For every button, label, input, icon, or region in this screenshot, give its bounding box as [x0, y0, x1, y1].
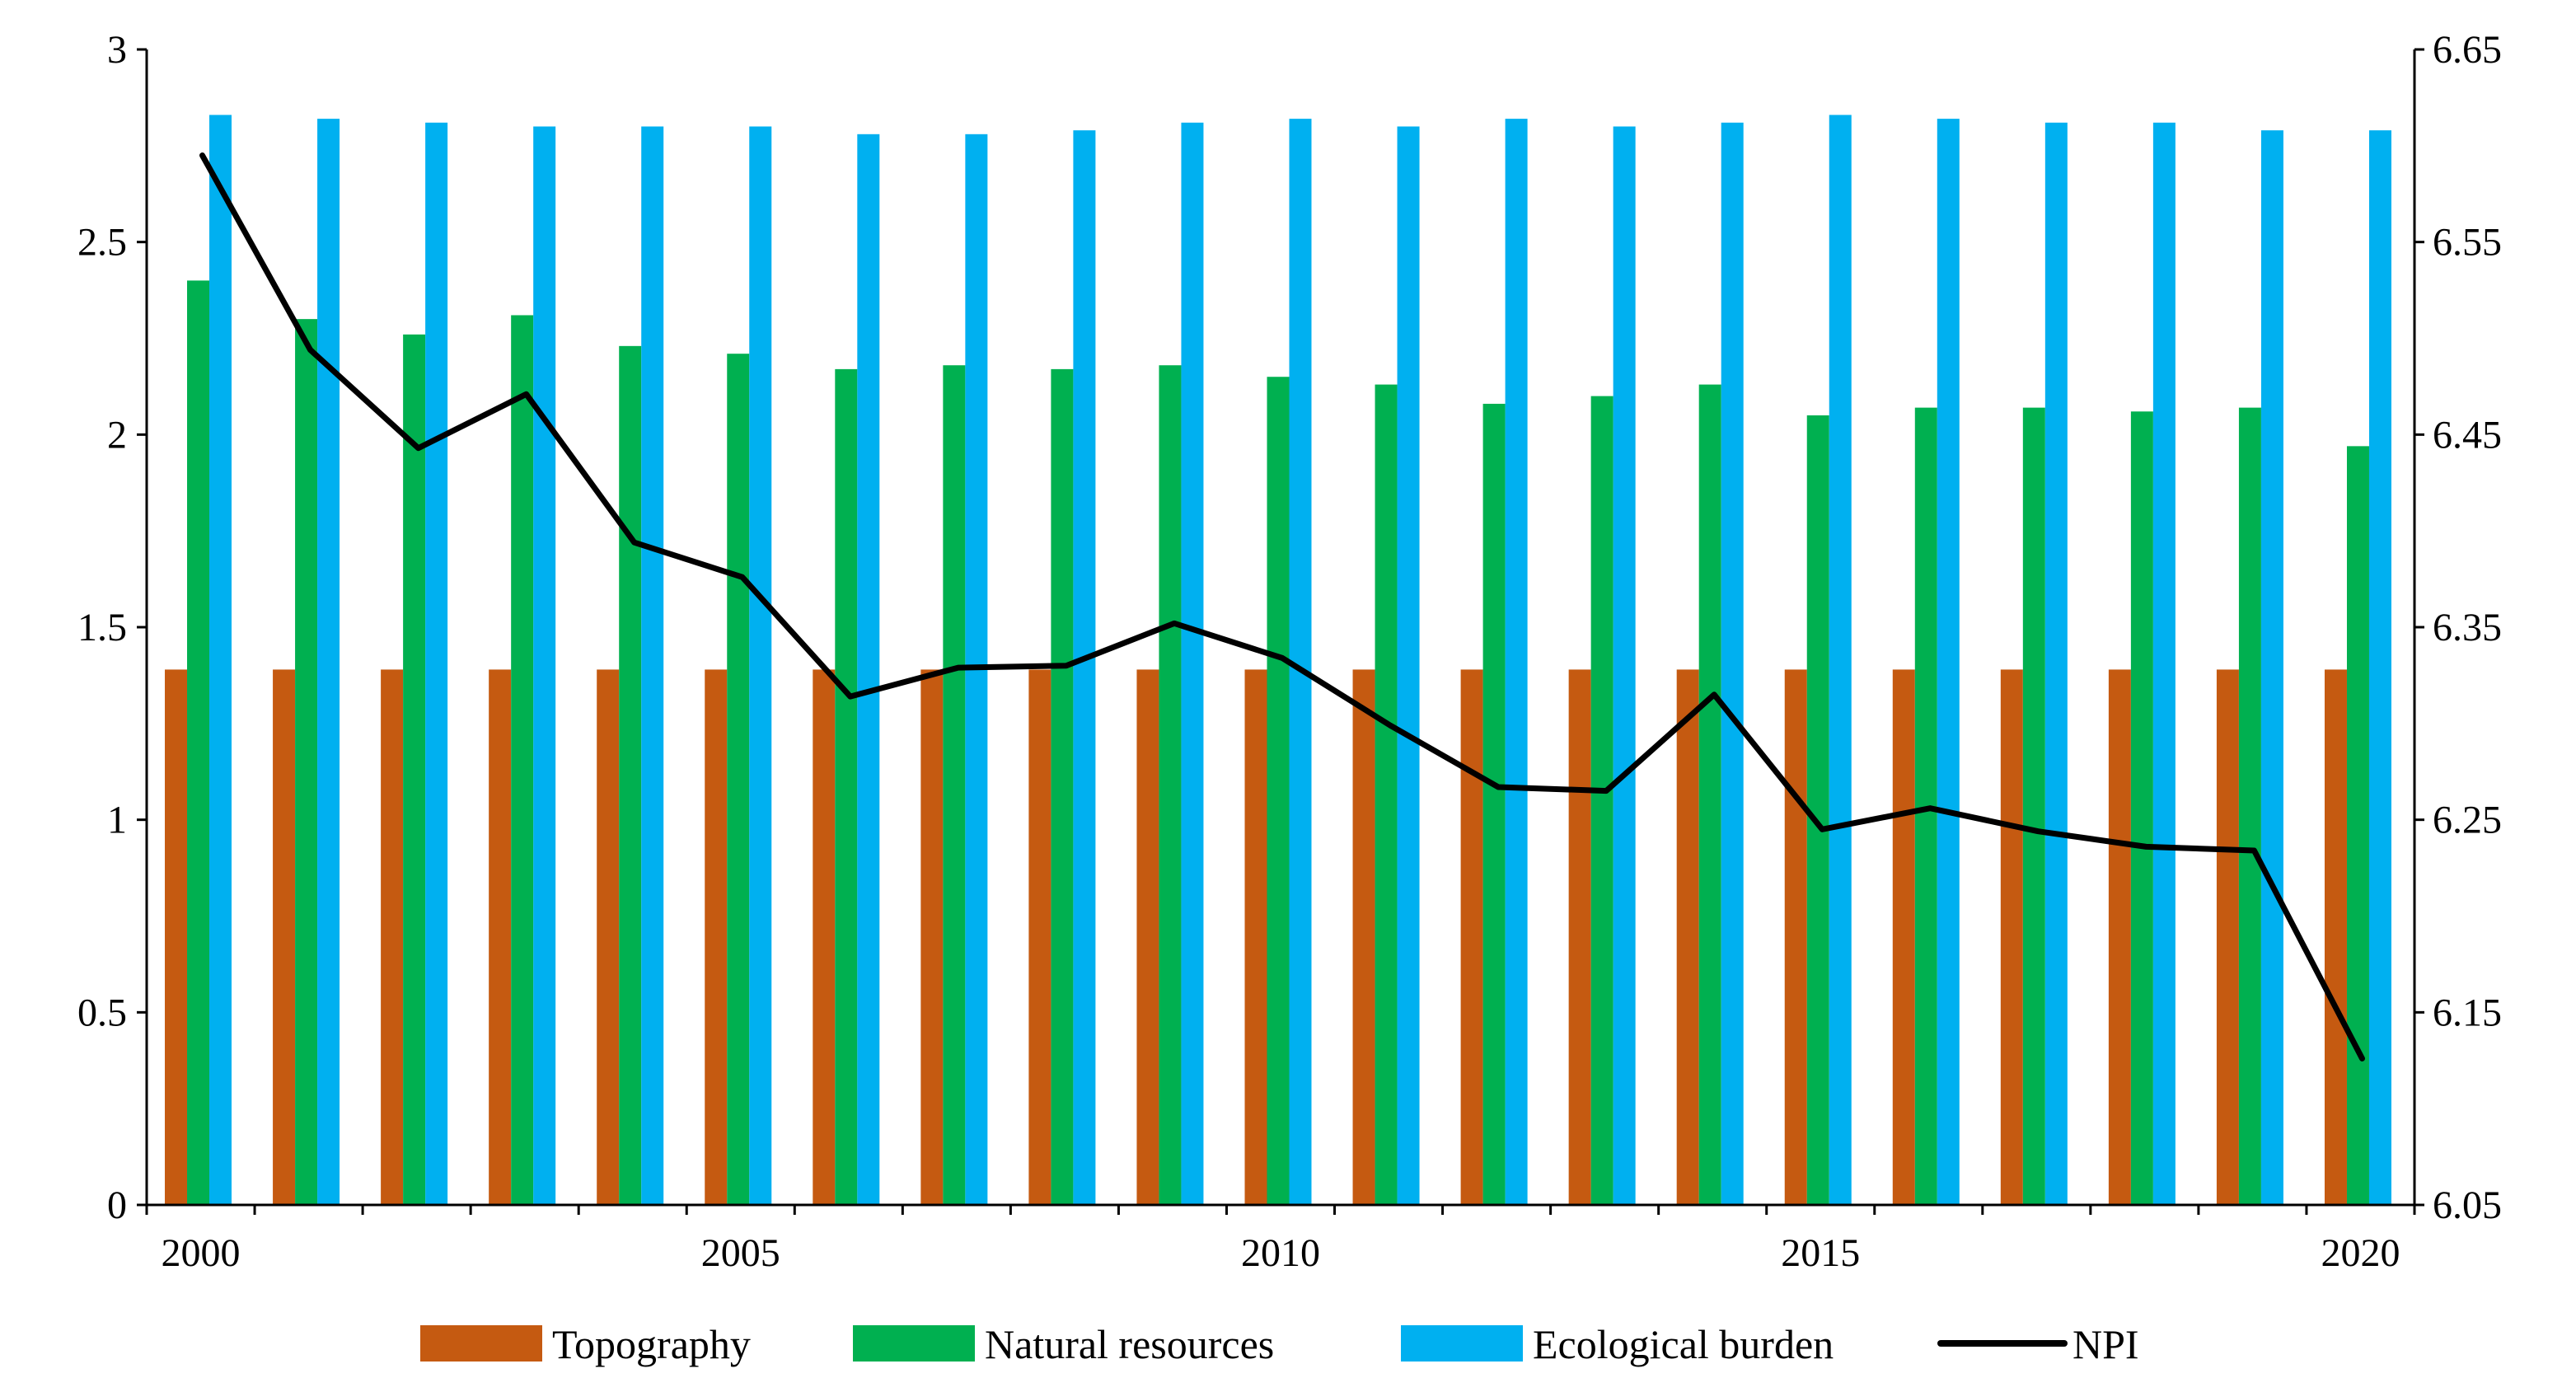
topography-bar-2013	[1568, 669, 1591, 1205]
legend-label-topography: Topography	[552, 1321, 751, 1367]
ecological-burden-bar-2020	[2368, 130, 2391, 1205]
y-left-tick-label: 0	[107, 1183, 127, 1227]
ecological-burden-bar-2003	[533, 126, 556, 1206]
legend-label-ecological-burden: Ecological burden	[1533, 1321, 1834, 1367]
topography-bar-2001	[273, 669, 296, 1205]
x-tick-label: 2010	[1241, 1231, 1320, 1275]
topography-bar-2019	[2216, 669, 2239, 1205]
ecological-burden-bar-2019	[2260, 130, 2283, 1205]
y-left-tick-label: 0.5	[77, 991, 127, 1034]
x-tick-label: 2005	[701, 1231, 780, 1275]
natural-resources-bar-2007	[943, 365, 966, 1206]
natural-resources-bar-2019	[2238, 407, 2261, 1205]
legend-swatch-natural-resources	[853, 1325, 975, 1362]
natural-resources-bar-2018	[2130, 411, 2153, 1205]
y-left-tick-label: 3	[107, 28, 127, 72]
topography-bar-2020	[2324, 669, 2347, 1205]
natural-resources-bar-2012	[1482, 403, 1506, 1205]
natural-resources-bar-2000	[187, 280, 210, 1205]
topography-bar-2014	[1676, 669, 1699, 1205]
topography-bar-2017	[2000, 669, 2023, 1205]
y-right-tick-label: 6.35	[2433, 606, 2502, 649]
x-tick-label: 2000	[162, 1231, 241, 1275]
topography-bar-2012	[1460, 669, 1483, 1205]
topography-bar-2011	[1352, 669, 1375, 1205]
topography-bar-2010	[1244, 669, 1267, 1205]
legend-swatch-topography	[420, 1325, 542, 1362]
legend-label-npi: NPI	[2073, 1321, 2139, 1367]
y-left-tick-label: 1.5	[77, 606, 127, 649]
y-left-tick-label: 2	[107, 413, 127, 457]
ecological-burden-bar-2008	[1073, 130, 1096, 1205]
topography-bar-2006	[813, 669, 836, 1205]
natural-resources-bar-2011	[1375, 384, 1398, 1206]
topography-bar-2000	[165, 669, 188, 1205]
topography-bar-2016	[1892, 669, 1915, 1205]
topography-bar-2002	[381, 669, 404, 1205]
npi-line	[199, 152, 2365, 1062]
natural-resources-bar-2008	[1051, 368, 1074, 1205]
natural-resources-bar-2010	[1267, 377, 1290, 1206]
natural-resources-bar-2015	[1806, 415, 1829, 1206]
topography-bar-2005	[705, 669, 728, 1205]
x-tick-label: 2015	[1781, 1231, 1860, 1275]
natural-resources-bar-2002	[403, 334, 426, 1206]
topography-bar-2003	[489, 669, 512, 1205]
bars-layer	[165, 115, 2391, 1206]
topography-bar-2009	[1136, 669, 1159, 1205]
legend: Topography Natural resources Ecological bu…	[420, 1321, 2139, 1367]
ecological-burden-bar-2013	[1613, 126, 1636, 1206]
y-left-tick-label: 1	[107, 799, 127, 842]
topography-bar-2015	[1784, 669, 1807, 1205]
natural-resources-bar-2006	[835, 368, 858, 1205]
natural-resources-bar-2005	[727, 354, 750, 1206]
y-right-tick-label: 6.15	[2433, 991, 2502, 1034]
natural-resources-bar-2001	[295, 319, 318, 1205]
natural-resources-bar-2014	[1698, 384, 1721, 1206]
ecological-burden-bar-2001	[317, 119, 340, 1205]
ecological-burden-bar-2004	[641, 126, 664, 1206]
y-right-tick-label: 6.55	[2433, 221, 2502, 265]
y-right-tick-label: 6.45	[2433, 413, 2502, 457]
x-tick-label: 2020	[2321, 1231, 2400, 1275]
topography-bar-2008	[1028, 669, 1051, 1205]
topography-bar-2007	[920, 669, 944, 1205]
ecological-burden-bar-2016	[1937, 119, 1960, 1205]
y-right-tick-label: 6.25	[2433, 799, 2502, 842]
ecological-burden-bar-2000	[209, 115, 232, 1206]
y-right-tick-label: 6.65	[2433, 28, 2502, 72]
ecological-burden-bar-2012	[1505, 119, 1528, 1205]
ecological-burden-bar-2002	[425, 122, 448, 1205]
ecological-burden-bar-2015	[1829, 115, 1852, 1206]
ecological-burden-bar-2011	[1397, 126, 1420, 1206]
y-left-tick-label: 2.5	[77, 221, 127, 265]
natural-resources-bar-2020	[2346, 446, 2369, 1205]
ecological-burden-bar-2014	[1721, 122, 1744, 1205]
legend-swatch-ecological-burden	[1401, 1325, 1523, 1362]
topography-bar-2004	[597, 669, 620, 1205]
legend-label-natural-resources: Natural resources	[985, 1321, 1274, 1367]
ecological-burden-bar-2018	[2152, 122, 2176, 1205]
npi-line-layer	[199, 152, 2365, 1062]
tick-labels-layer: 0 0.5 1 1.5 2 2.5 3 6.05 6.15 6.25 6.35 6.45 6.55 6.6…	[77, 28, 2502, 1275]
y-right-tick-label: 6.05	[2433, 1183, 2502, 1227]
ecological-burden-bar-2017	[2044, 122, 2068, 1205]
natural-resources-bar-2009	[1159, 365, 1182, 1206]
ecological-burden-bar-2005	[749, 126, 772, 1206]
topography-bar-2018	[2108, 669, 2131, 1205]
natural-resources-bar-2013	[1590, 396, 1614, 1206]
natural-resources-bar-2017	[2022, 407, 2045, 1205]
ecological-burden-bar-2009	[1181, 122, 1204, 1205]
natural-resources-bar-2004	[619, 345, 642, 1206]
natural-resources-bar-2003	[511, 315, 534, 1206]
ecological-burden-bar-2006	[857, 134, 880, 1205]
axes-layer	[137, 48, 2424, 1215]
